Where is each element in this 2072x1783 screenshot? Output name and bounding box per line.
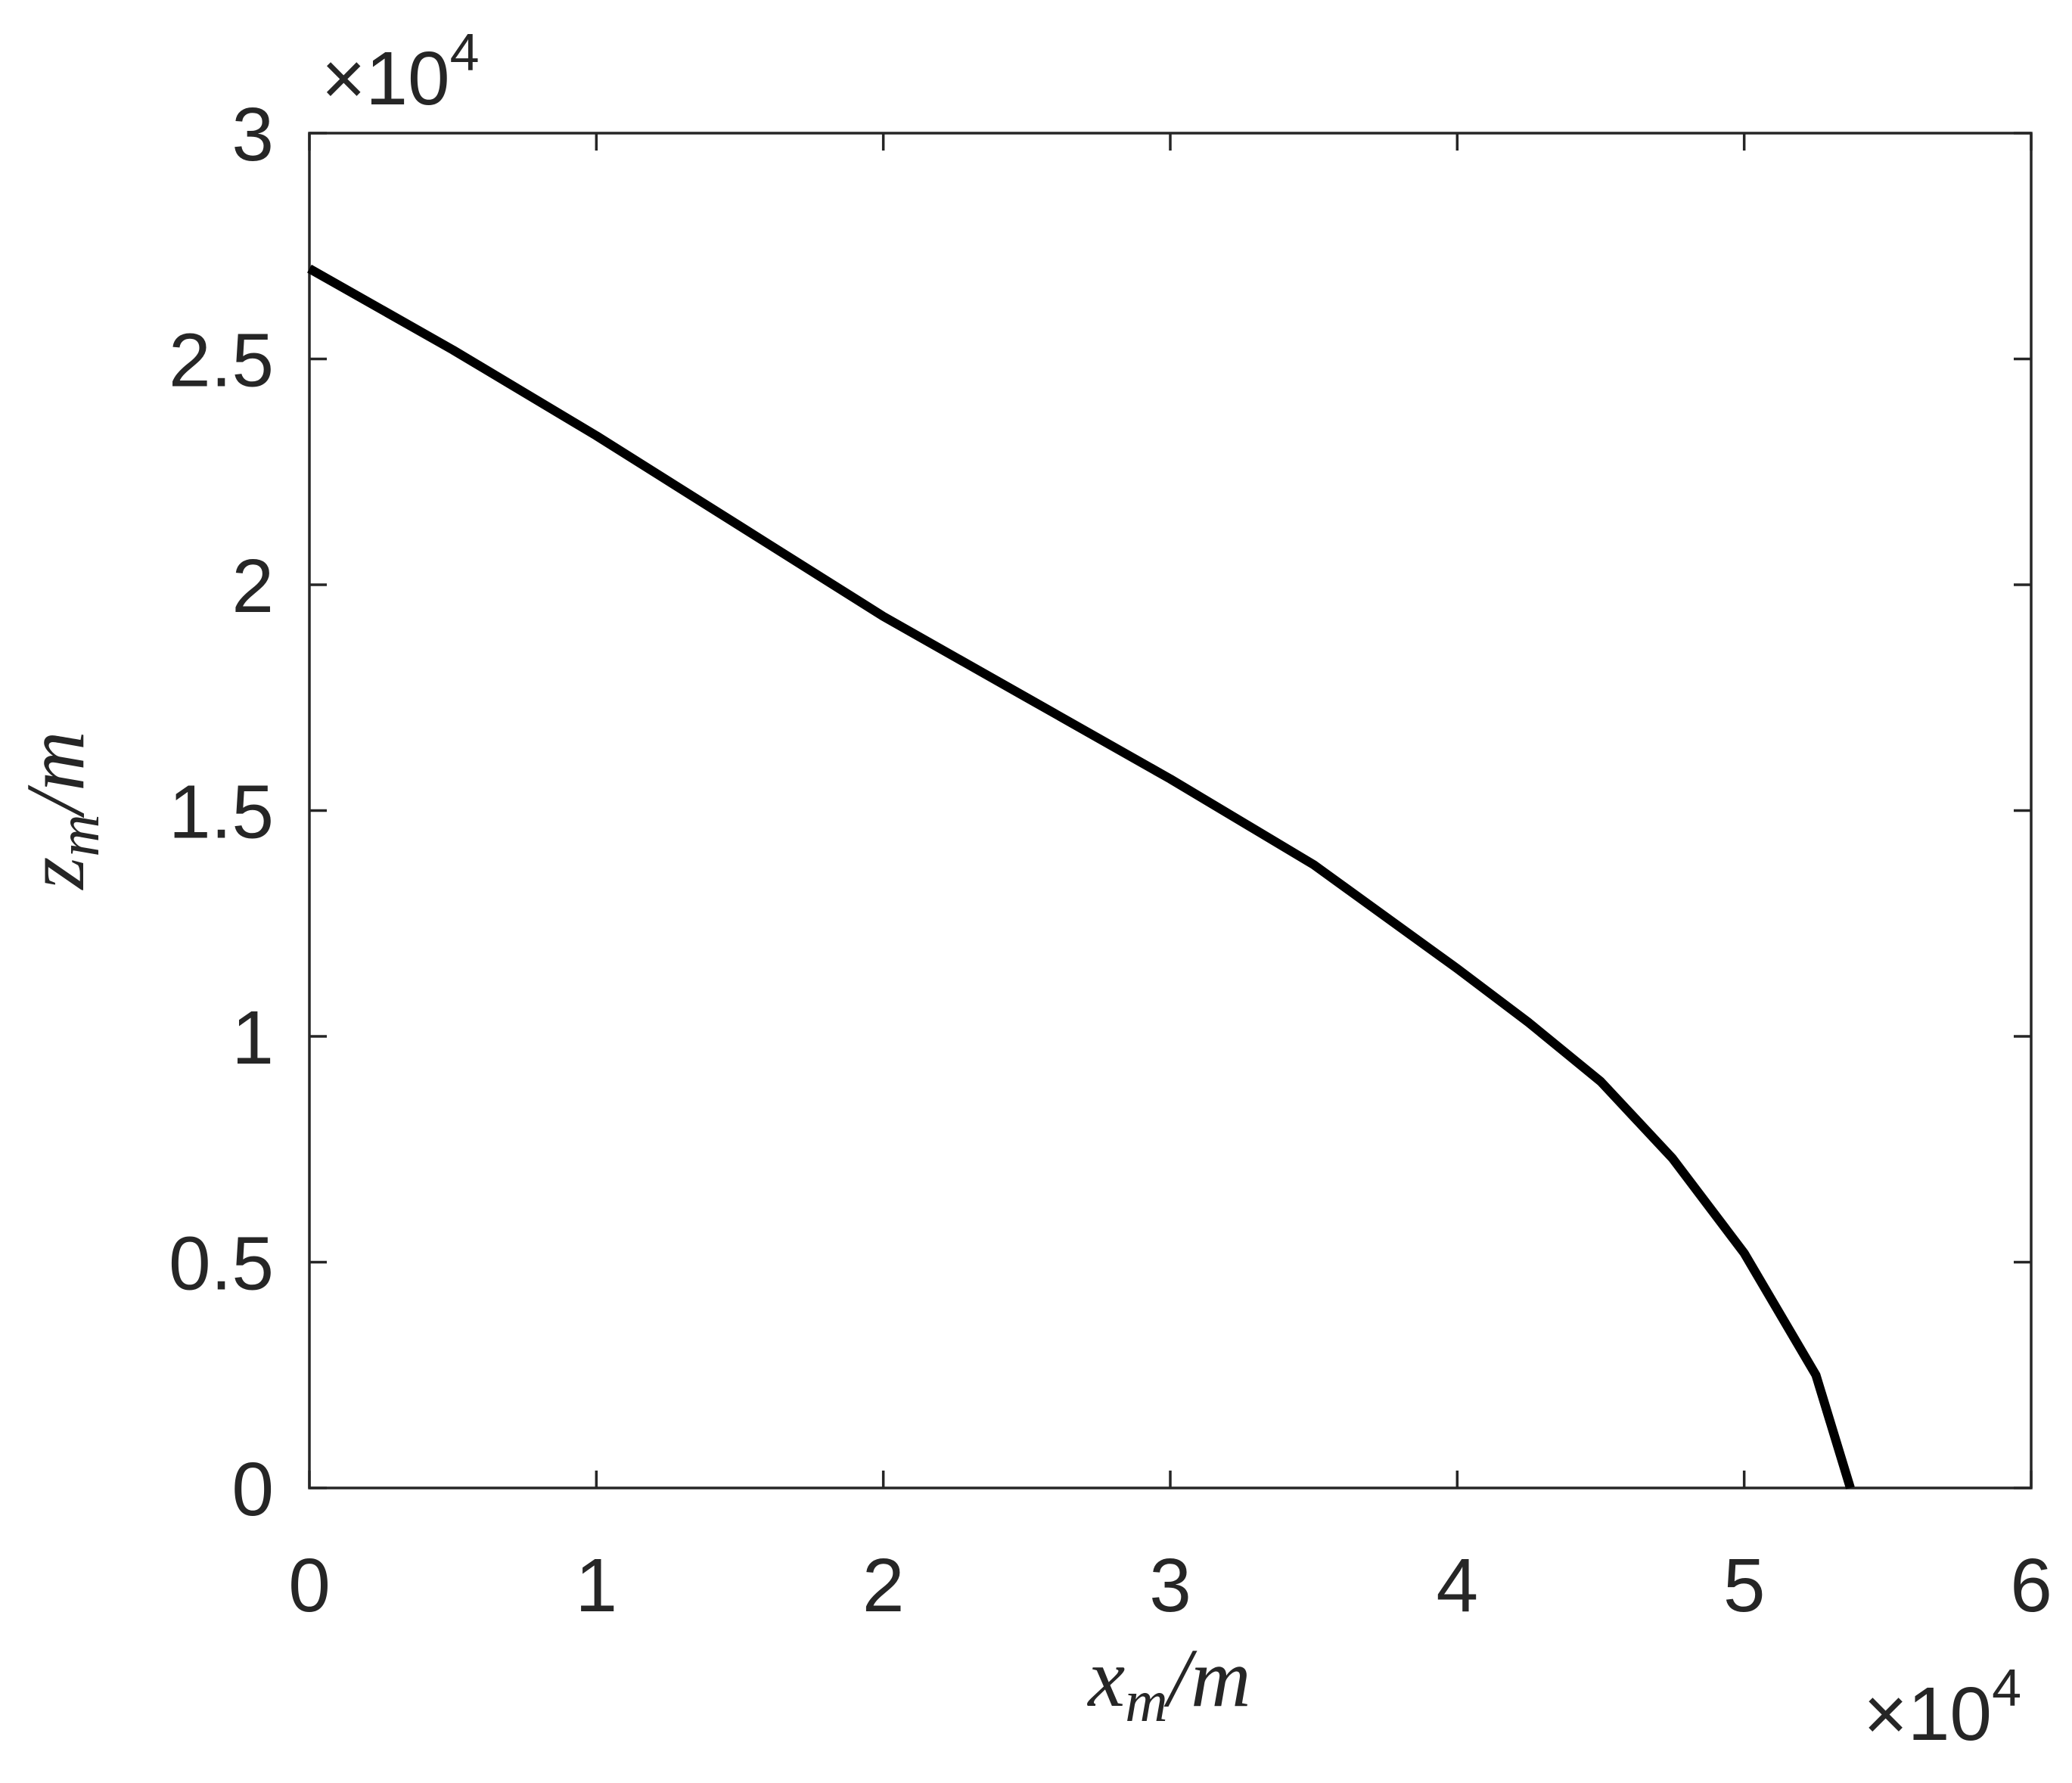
x-tick-label: 3	[1149, 1543, 1191, 1628]
label-rest: /m	[1163, 1632, 1251, 1724]
axis-multiplier: ×104	[322, 23, 480, 121]
label-main: z	[9, 857, 101, 891]
y-tick-label: 1	[231, 996, 274, 1080]
x-tick-label: 1	[576, 1543, 618, 1628]
x-tick-label: 5	[1723, 1543, 1766, 1628]
multiplier-exponent: 4	[1992, 1658, 2021, 1717]
label-rest: /m	[9, 731, 101, 819]
y-tick-label: 3	[231, 92, 274, 177]
data-line	[307, 264, 1855, 1489]
label-sub: m	[45, 814, 111, 856]
multiplier-base: ×10	[322, 36, 450, 121]
y-tick-label: 1.5	[169, 770, 274, 855]
y-tick-label: 2.5	[169, 318, 274, 403]
multiplier-base: ×10	[1863, 1672, 1992, 1757]
label-sub: m	[1125, 1668, 1167, 1734]
y-tick-label: 0	[231, 1447, 274, 1532]
x-tick-label: 4	[1437, 1543, 1479, 1628]
x-tick-label: 2	[862, 1543, 905, 1628]
y-tick-label: 0.5	[169, 1222, 274, 1306]
axis-multiplier: ×104	[1863, 1658, 2021, 1757]
label-main: x	[1086, 1632, 1125, 1724]
x-tick-label: 0	[288, 1543, 331, 1628]
axis-label: xm/m	[1086, 1632, 1250, 1734]
x-tick-label: 6	[2010, 1543, 2052, 1628]
axis-label: zm/m	[9, 731, 111, 890]
y-tick-label: 2	[231, 544, 274, 629]
multiplier-exponent: 4	[450, 23, 480, 82]
